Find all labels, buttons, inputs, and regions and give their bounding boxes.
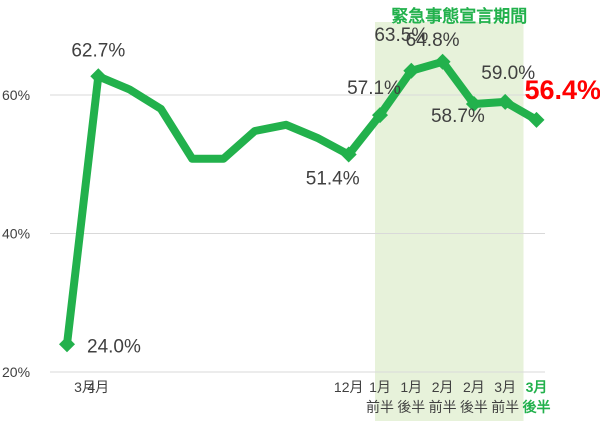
- data-label: 62.7%: [71, 40, 125, 61]
- x-tick-label: 後半: [460, 399, 488, 415]
- x-tick-label: 1月: [400, 379, 422, 395]
- data-point-marker: [59, 336, 75, 352]
- x-tick-label: 前半: [491, 399, 519, 415]
- x-tick-label: 後半: [397, 399, 425, 415]
- data-label: 64.8%: [406, 30, 460, 51]
- x-tick-label: 後半: [523, 399, 551, 415]
- y-tick-label: 60%: [2, 87, 30, 103]
- data-label: 24.0%: [87, 336, 141, 357]
- x-tick-label: 12月: [334, 379, 364, 395]
- x-tick-label: 1月: [369, 379, 391, 395]
- shaded-region-label: 緊急事態宣言期間: [391, 6, 527, 26]
- x-tick-label: 3月: [526, 379, 548, 395]
- x-tick-label: 2月: [432, 379, 454, 395]
- data-label: 56.4%: [525, 75, 600, 105]
- x-tick-label: 3月: [494, 379, 516, 395]
- data-label: 57.1%: [347, 78, 401, 99]
- x-tick-label: 前半: [366, 399, 394, 415]
- y-tick-label: 20%: [2, 364, 30, 380]
- data-label: 51.4%: [306, 169, 360, 190]
- y-tick-label: 40%: [2, 226, 30, 242]
- x-tick-label: 前半: [429, 399, 457, 415]
- x-tick-label: 4月: [87, 379, 109, 395]
- data-label: 58.7%: [431, 106, 485, 127]
- x-tick-label: 2月: [463, 379, 485, 395]
